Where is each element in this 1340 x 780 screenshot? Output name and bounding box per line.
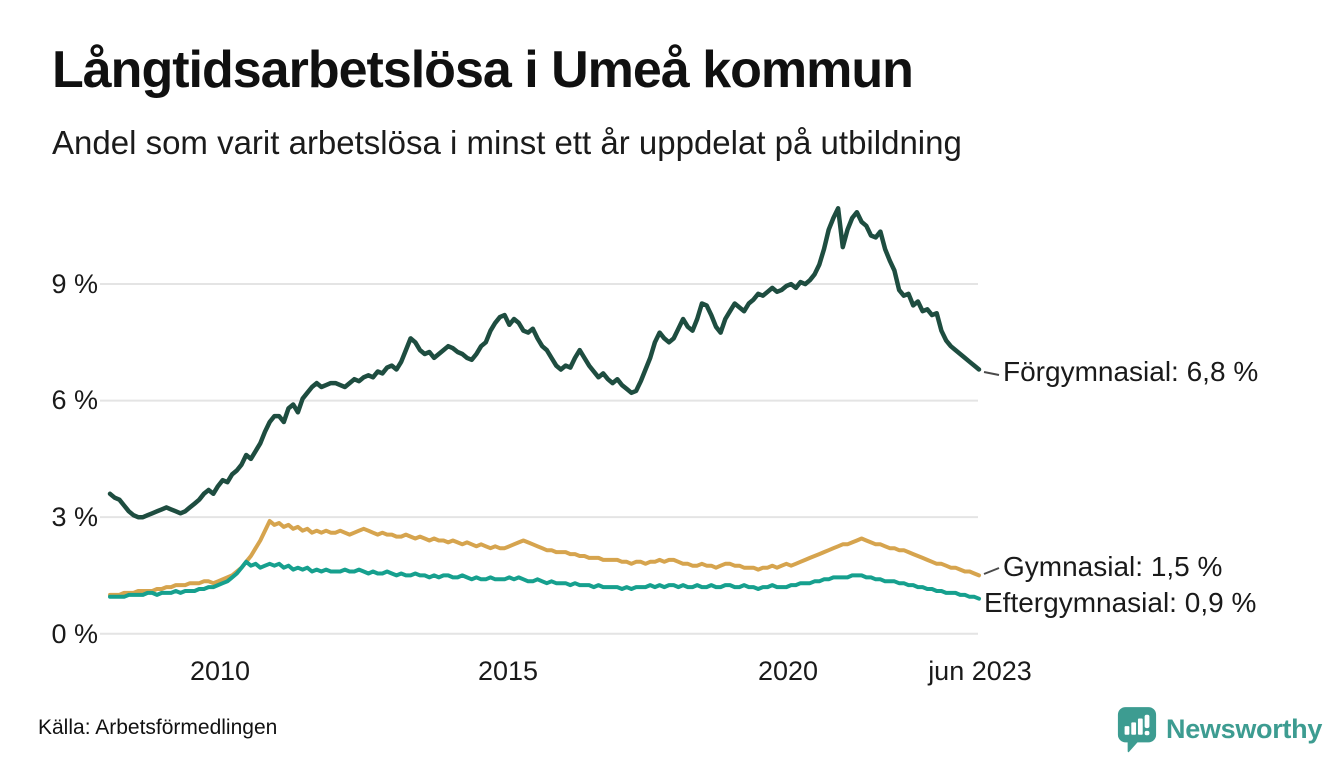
- y-axis-tick-3: 3 %: [51, 502, 98, 532]
- newsworthy-logo-text: Newsworthy: [1166, 714, 1323, 744]
- x-axis-tick-jun-2023: jun 2023: [928, 656, 1032, 686]
- series-line-gymnasial: [108, 519, 981, 597]
- newsworthy-brand: Newsworthy: [1116, 706, 1322, 753]
- newsworthy-logo-icon: [1117, 707, 1157, 753]
- x-axis-tick-2015: 2015: [477, 656, 539, 686]
- series-end-label-eftergymnasial: Eftergymnasial: 0,9 %: [984, 587, 1257, 618]
- series-line-förgymnasial: [107, 206, 982, 520]
- y-axis-tick-6: 6 %: [51, 385, 98, 415]
- label-connector-gymnasial: [983, 567, 1000, 575]
- chart-subtitle: Andel som varit arbetslösa i minst ett å…: [52, 124, 962, 161]
- y-axis-tick-9: 9 %: [51, 269, 98, 299]
- page-title: Långtidsarbetslösa i Umeå kommun: [52, 41, 914, 99]
- x-axis-tick-2010: 2010: [189, 656, 251, 686]
- series-end-label-forgymnasial: Förgymnasial: 6,8 %: [1003, 356, 1259, 387]
- series-line-eftergymnasial: [108, 559, 981, 601]
- y-axis-tick-0: 0 %: [51, 619, 98, 649]
- source-attribution: Källa: Arbetsförmedlingen: [38, 716, 278, 739]
- x-axis-tick-2020: 2020: [757, 656, 819, 686]
- series-end-label-gymnasial: Gymnasial: 1,5 %: [1003, 551, 1223, 582]
- label-connector-forgymnasial: [983, 371, 1000, 376]
